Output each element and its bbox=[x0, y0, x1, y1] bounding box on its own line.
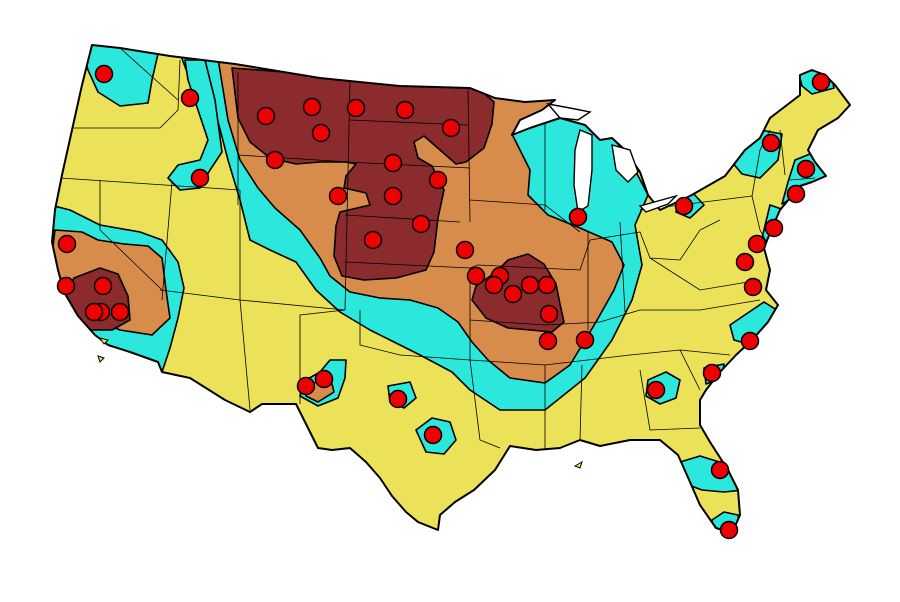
red-dot-marker bbox=[256, 106, 276, 126]
zone-1-idaho-corridor bbox=[167, 59, 223, 191]
red-dot-marker bbox=[811, 72, 831, 92]
red-dot-marker bbox=[314, 369, 334, 389]
lake-michigan bbox=[573, 129, 593, 214]
red-dot-marker bbox=[674, 196, 694, 216]
red-dot-marker bbox=[296, 376, 316, 396]
red-dot-marker bbox=[311, 123, 331, 143]
red-dot-marker bbox=[646, 380, 666, 400]
red-dot-marker bbox=[568, 207, 588, 227]
red-dot-marker bbox=[57, 234, 77, 254]
red-dot-marker bbox=[110, 302, 130, 322]
red-dot-marker bbox=[94, 64, 114, 84]
lake-huron bbox=[611, 144, 639, 183]
red-dot-marker bbox=[786, 184, 806, 204]
channel-island bbox=[97, 355, 105, 363]
red-dot-marker bbox=[702, 363, 722, 383]
red-dot-marker bbox=[484, 275, 504, 295]
red-dot-marker bbox=[423, 425, 443, 445]
lake-superior bbox=[546, 102, 592, 121]
red-dot-marker bbox=[466, 266, 486, 286]
red-dot-marker bbox=[180, 88, 200, 108]
red-dot-marker bbox=[265, 150, 285, 170]
red-dot-marker bbox=[455, 240, 475, 260]
red-dot-marker bbox=[363, 230, 383, 250]
red-dot-marker bbox=[743, 277, 763, 297]
red-dot-marker bbox=[328, 186, 348, 206]
red-dot-marker bbox=[428, 170, 448, 190]
red-dot-marker bbox=[761, 133, 781, 153]
red-dot-marker bbox=[719, 520, 739, 540]
channel-island bbox=[98, 337, 109, 345]
islands bbox=[97, 337, 583, 469]
red-dot-marker bbox=[93, 276, 113, 296]
red-dot-marker bbox=[796, 159, 816, 179]
gulf-island bbox=[573, 460, 583, 469]
red-dot-marker bbox=[710, 460, 730, 480]
lake-erie bbox=[638, 194, 679, 213]
red-dot-marker bbox=[388, 389, 408, 409]
red-dot-marker bbox=[735, 252, 755, 272]
red-dot-marker bbox=[411, 214, 431, 234]
red-dot-marker bbox=[747, 234, 767, 254]
red-dot-marker bbox=[302, 97, 322, 117]
red-dot-marker bbox=[395, 100, 415, 120]
red-dot-marker bbox=[537, 275, 557, 295]
red-dot-marker bbox=[441, 118, 461, 138]
red-dot-marker bbox=[383, 153, 403, 173]
red-dot-marker bbox=[575, 330, 595, 350]
red-dot-marker bbox=[539, 304, 559, 324]
red-dot-marker bbox=[190, 168, 210, 188]
red-dot-marker bbox=[538, 331, 558, 351]
red-dot-marker bbox=[56, 276, 76, 296]
red-dot-marker bbox=[383, 186, 403, 206]
red-dot-marker bbox=[84, 302, 104, 322]
red-dot-marker bbox=[764, 218, 784, 238]
red-dot-marker bbox=[346, 98, 366, 118]
marker-layer bbox=[56, 64, 831, 540]
red-dot-marker bbox=[520, 275, 540, 295]
state-borders bbox=[59, 47, 816, 450]
red-dot-marker bbox=[740, 331, 760, 351]
red-dot-marker bbox=[503, 284, 523, 304]
great-lakes bbox=[546, 102, 679, 214]
